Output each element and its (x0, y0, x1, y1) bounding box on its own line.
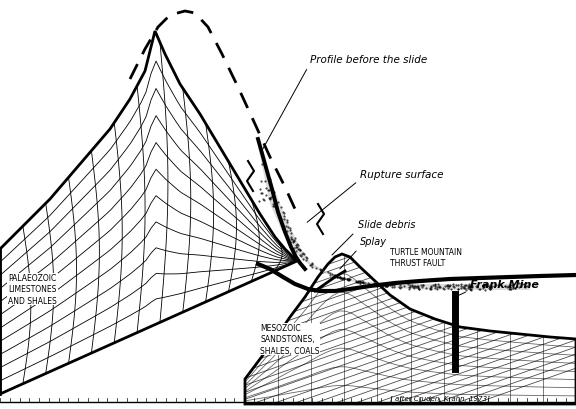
Polygon shape (258, 147, 530, 290)
Text: Splay: Splay (360, 236, 387, 246)
Text: Frank Mine: Frank Mine (470, 279, 539, 289)
Polygon shape (245, 254, 576, 404)
Text: PALAEOZOIC
LIMESTONES
AND SHALES: PALAEOZOIC LIMESTONES AND SHALES (8, 274, 57, 305)
Text: MESOZOIC
SANDSTONES,
SHALES, COALS: MESOZOIC SANDSTONES, SHALES, COALS (260, 324, 320, 355)
Polygon shape (0, 32, 297, 394)
Text: Slide debris: Slide debris (358, 220, 415, 229)
Text: TURTLE MOUNTAIN
THRUST FAULT: TURTLE MOUNTAIN THRUST FAULT (390, 248, 462, 267)
Text: Profile before the slide: Profile before the slide (310, 55, 427, 65)
Text: [ after Cruden, Krahn, 1973]: [ after Cruden, Krahn, 1973] (390, 394, 490, 401)
Text: Rupture surface: Rupture surface (360, 170, 444, 180)
